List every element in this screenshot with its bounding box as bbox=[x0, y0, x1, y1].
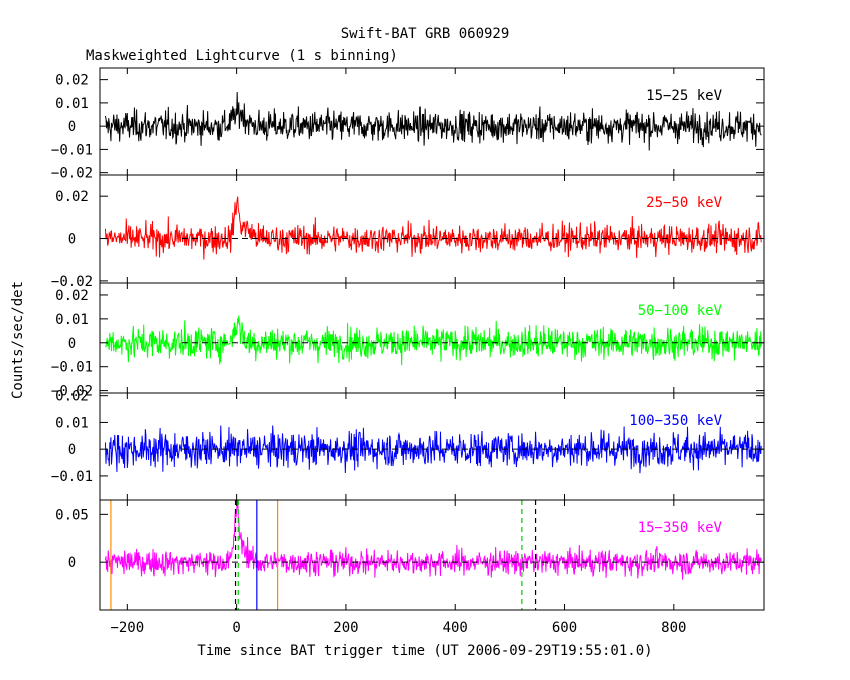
panel-3: −0.01 0 0.01 0.02 100−350 keV bbox=[51, 389, 765, 501]
y-tick-label: −0.02 bbox=[51, 384, 93, 400]
series-line-1 bbox=[104, 196, 762, 260]
panel-2: −0.02 −0.01 0 0.01 0.02 50−100 keV bbox=[51, 282, 765, 400]
y-tick-label: 0.01 bbox=[55, 415, 89, 431]
series-line-2 bbox=[104, 315, 762, 366]
x-axis: −200 0 200 400 600 800 bbox=[110, 620, 686, 636]
y-tick-label: 0.02 bbox=[55, 73, 89, 89]
y-tick-label: 0.01 bbox=[55, 312, 89, 328]
series-line-3 bbox=[104, 425, 762, 474]
y-axis-label: Counts/sec/det bbox=[10, 281, 26, 399]
band-label: 15−350 keV bbox=[638, 520, 723, 536]
y-tick-label: 0.01 bbox=[55, 96, 89, 112]
x-tick-label: 200 bbox=[333, 620, 358, 636]
y-tick-label: −0.02 bbox=[51, 166, 93, 182]
panel-4: 0 0.05 15−350 keV bbox=[55, 499, 765, 611]
band-label: 15−25 keV bbox=[646, 88, 722, 104]
y-tick-label: −0.01 bbox=[51, 360, 93, 376]
band-label: 50−100 keV bbox=[638, 303, 723, 319]
y-tick-label: 0.02 bbox=[55, 288, 89, 304]
chart-subtitle: Maskweighted Lightcurve (1 s binning) bbox=[86, 48, 398, 64]
y-tick-label: 0.05 bbox=[55, 507, 89, 523]
y-tick-label: 0 bbox=[68, 442, 76, 458]
x-axis-label: Time since BAT trigger time (UT 2006-09-… bbox=[197, 643, 652, 659]
panels-group: −0.02 −0.01 0 0.01 0.02 15−25 keV −0.02 0 0.02 25… bbox=[51, 67, 765, 611]
chart-title: Swift-BAT GRB 060929 bbox=[341, 26, 510, 42]
x-tick-label: 0 bbox=[232, 620, 240, 636]
panel-1: −0.02 0 0.02 25−50 keV bbox=[51, 174, 765, 290]
band-label: 100−350 keV bbox=[629, 413, 722, 429]
y-tick-label: 0.02 bbox=[55, 189, 89, 205]
x-tick-label: 600 bbox=[552, 620, 577, 636]
y-tick-label: 0 bbox=[68, 232, 76, 248]
series-line-0 bbox=[104, 91, 762, 151]
y-tick-label: −0.02 bbox=[51, 274, 93, 290]
y-tick-label: 0 bbox=[68, 555, 76, 571]
panel-frame-4 bbox=[99, 499, 765, 611]
y-tick-label: 0 bbox=[68, 336, 76, 352]
y-tick-label: −0.01 bbox=[51, 142, 93, 158]
x-tick-label: −200 bbox=[110, 620, 144, 636]
y-tick-label: −0.01 bbox=[51, 469, 93, 485]
x-tick-label: 800 bbox=[661, 620, 686, 636]
panel-0: −0.02 −0.01 0 0.01 0.02 15−25 keV bbox=[51, 67, 765, 182]
y-tick-label: 0.02 bbox=[55, 389, 89, 405]
series-line-4 bbox=[104, 500, 762, 580]
x-tick-label: 400 bbox=[443, 620, 468, 636]
y-tick-label: 0 bbox=[68, 119, 76, 135]
band-label: 25−50 keV bbox=[646, 195, 722, 211]
